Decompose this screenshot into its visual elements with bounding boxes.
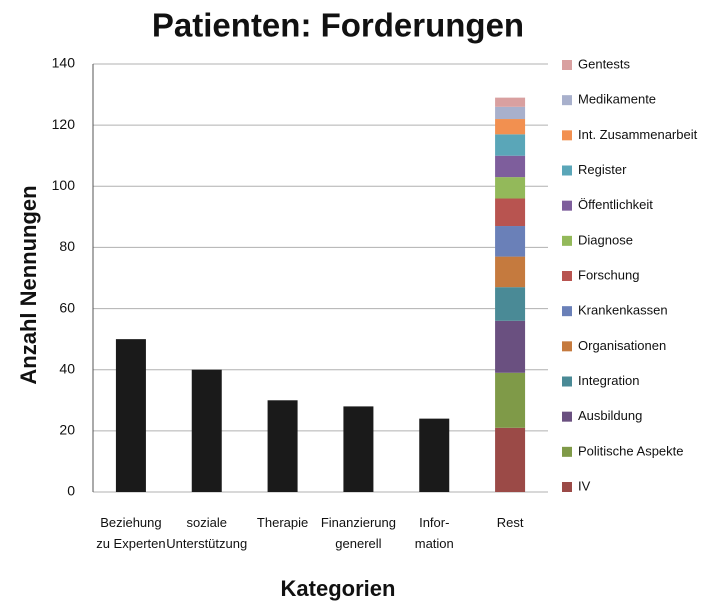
bar-segment bbox=[343, 406, 374, 492]
bar-segment bbox=[495, 226, 526, 257]
x-tick-label: Finanzierung generell bbox=[321, 515, 396, 551]
bar-segment bbox=[495, 320, 526, 373]
bar-segment bbox=[495, 177, 526, 199]
legend-swatch bbox=[562, 95, 572, 106]
bar-segment bbox=[495, 198, 526, 227]
chart-title: Patienten: Forderungen bbox=[152, 7, 524, 44]
legend-label: Integration bbox=[578, 373, 639, 388]
legend-swatch bbox=[562, 411, 572, 422]
legend-label: Int. Zusammenarbeit bbox=[578, 127, 698, 142]
bar-segment bbox=[191, 369, 222, 492]
legend-swatch bbox=[562, 165, 572, 176]
legend-swatch bbox=[562, 130, 572, 141]
bar-segment bbox=[115, 339, 146, 492]
bar-segment bbox=[495, 106, 526, 120]
legend-label: IV bbox=[578, 478, 591, 493]
legend-label: Organisationen bbox=[578, 338, 666, 353]
legend-label: Ausbildung bbox=[578, 408, 642, 423]
x-tick-label: soziale Unterstützung bbox=[166, 515, 247, 551]
legend-label: Öffentlichkeit bbox=[578, 197, 653, 212]
x-tick-label: Beziehung zu Experten bbox=[96, 515, 165, 551]
legend-label: Medikamente bbox=[578, 92, 656, 107]
legend-swatch bbox=[562, 376, 572, 387]
y-tick-label: 120 bbox=[52, 116, 76, 132]
bar-segment bbox=[495, 287, 526, 321]
legend-swatch bbox=[562, 306, 572, 317]
legend-label: Krankenkassen bbox=[578, 303, 668, 318]
bar-segment bbox=[495, 119, 526, 135]
y-tick-label: 40 bbox=[59, 360, 75, 376]
legend-swatch bbox=[562, 60, 572, 70]
x-tick-label: Rest bbox=[497, 515, 524, 530]
legend-label: Gentests bbox=[578, 56, 631, 71]
bar-segment bbox=[419, 418, 450, 492]
legend-swatch bbox=[562, 235, 572, 246]
y-tick-label: 20 bbox=[59, 422, 75, 438]
bar-segment bbox=[495, 372, 526, 428]
x-axis-label: Kategorien bbox=[281, 576, 396, 601]
legend-label: Register bbox=[578, 162, 627, 177]
legend-label: Politische Aspekte bbox=[578, 443, 684, 458]
y-tick-label: 60 bbox=[59, 299, 75, 315]
legend-swatch bbox=[562, 341, 572, 352]
y-tick-label: 140 bbox=[52, 55, 76, 71]
x-tick-label: Infor-mation bbox=[415, 515, 454, 551]
legend-label: Forschung bbox=[578, 267, 639, 282]
y-tick-label: 0 bbox=[67, 483, 75, 499]
bar-segment bbox=[495, 155, 526, 178]
bar-segment bbox=[495, 134, 526, 156]
bar-segment bbox=[495, 97, 526, 107]
y-tick-label: 100 bbox=[52, 177, 76, 193]
legend-label: Diagnose bbox=[578, 232, 633, 247]
bar-segment bbox=[495, 427, 526, 492]
legend-swatch bbox=[562, 200, 572, 211]
y-tick-label: 80 bbox=[59, 238, 75, 254]
y-axis-label: Anzahl Nennungen bbox=[16, 185, 41, 384]
bar-segment bbox=[495, 256, 526, 288]
legend-swatch bbox=[562, 482, 572, 492]
bar-segment bbox=[267, 400, 298, 492]
x-tick-label: Therapie bbox=[257, 515, 308, 530]
legend-swatch bbox=[562, 271, 572, 281]
legend-swatch bbox=[562, 446, 572, 457]
